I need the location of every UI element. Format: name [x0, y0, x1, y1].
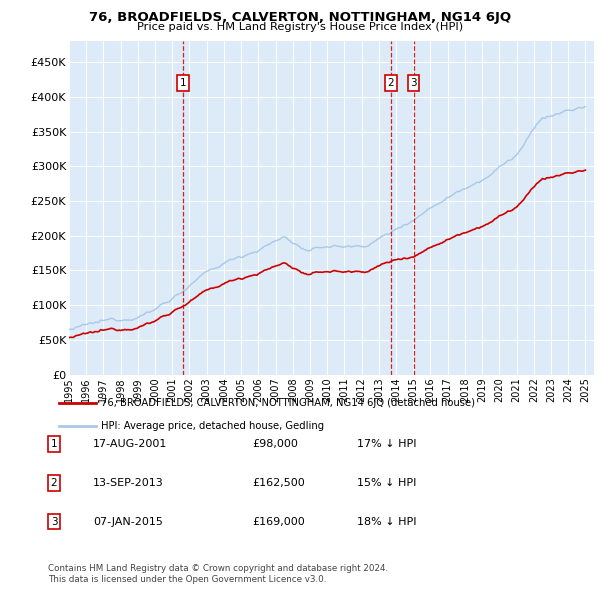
Text: 3: 3: [50, 517, 58, 526]
Text: 18% ↓ HPI: 18% ↓ HPI: [357, 517, 416, 526]
Text: 15% ↓ HPI: 15% ↓ HPI: [357, 478, 416, 487]
Text: £162,500: £162,500: [252, 478, 305, 487]
Text: 3: 3: [410, 78, 417, 88]
Text: 1: 1: [180, 78, 187, 88]
Text: 1: 1: [50, 439, 58, 448]
Text: This data is licensed under the Open Government Licence v3.0.: This data is licensed under the Open Gov…: [48, 575, 326, 584]
Text: Price paid vs. HM Land Registry's House Price Index (HPI): Price paid vs. HM Land Registry's House …: [137, 22, 463, 32]
Text: 17-AUG-2001: 17-AUG-2001: [93, 439, 167, 448]
Text: 13-SEP-2013: 13-SEP-2013: [93, 478, 164, 487]
Text: Contains HM Land Registry data © Crown copyright and database right 2024.: Contains HM Land Registry data © Crown c…: [48, 565, 388, 573]
Text: HPI: Average price, detached house, Gedling: HPI: Average price, detached house, Gedl…: [101, 421, 325, 431]
Text: 76, BROADFIELDS, CALVERTON, NOTTINGHAM, NG14 6JQ: 76, BROADFIELDS, CALVERTON, NOTTINGHAM, …: [89, 11, 511, 24]
Text: 17% ↓ HPI: 17% ↓ HPI: [357, 439, 416, 448]
Text: 2: 2: [50, 478, 58, 487]
Text: 76, BROADFIELDS, CALVERTON, NOTTINGHAM, NG14 6JQ (detached house): 76, BROADFIELDS, CALVERTON, NOTTINGHAM, …: [101, 398, 475, 408]
Text: £169,000: £169,000: [252, 517, 305, 526]
Text: £98,000: £98,000: [252, 439, 298, 448]
Text: 2: 2: [388, 78, 394, 88]
Text: 07-JAN-2015: 07-JAN-2015: [93, 517, 163, 526]
